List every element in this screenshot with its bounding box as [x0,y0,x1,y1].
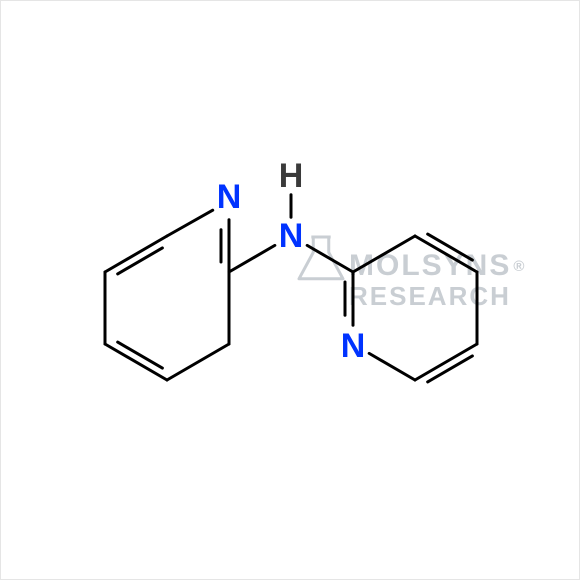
atom-n: N [341,329,366,363]
atom-h: H [279,159,304,193]
molecule-structure [1,1,580,580]
atom-n: N [217,180,242,214]
diagram-canvas: MOLSYNS ® RESEARCH HNNN [0,0,580,580]
atom-n: N [279,219,304,253]
